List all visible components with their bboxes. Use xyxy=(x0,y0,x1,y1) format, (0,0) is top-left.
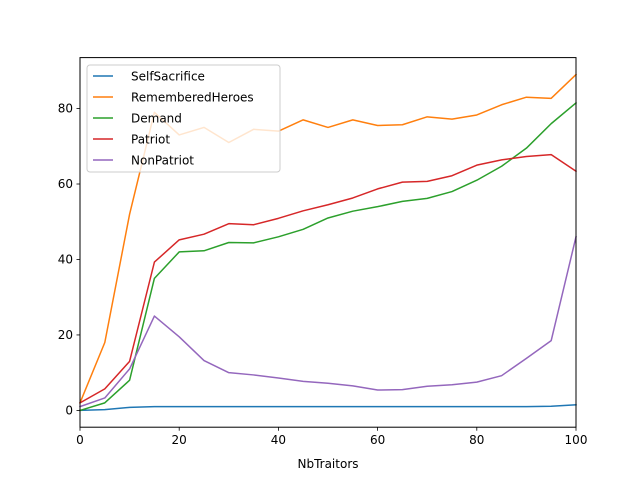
legend-label-selfsacrifice: SelfSacrifice xyxy=(131,70,205,84)
y-tick-label: 80 xyxy=(58,102,73,116)
x-tick-label: 100 xyxy=(565,433,588,447)
legend-label-demand: Demand xyxy=(131,112,182,126)
y-tick-label: 60 xyxy=(58,177,73,191)
y-tick-label: 40 xyxy=(58,252,73,266)
series-line-nonpatriot xyxy=(79,235,577,408)
x-tick-label: 60 xyxy=(370,433,385,447)
legend: SelfSacrifice RememberedHeroes Demand Patri… xyxy=(86,64,281,173)
x-tick-label: 40 xyxy=(271,433,286,447)
plot-area-frame xyxy=(79,57,577,428)
y-tick-label: 20 xyxy=(58,328,73,342)
y-axis-ticks: 0 20 40 60 80 xyxy=(58,102,80,417)
y-tick-label: 0 xyxy=(65,403,73,417)
series-line-demand xyxy=(79,101,578,412)
legend-label-nonpatriot: NonPatriot xyxy=(131,154,194,168)
legend-box xyxy=(86,64,281,173)
legend-label-rememberedheroes: RememberedHeroes xyxy=(131,91,254,105)
series-line-selfsacrifice xyxy=(79,403,577,412)
x-tick-label: 80 xyxy=(469,433,484,447)
x-axis-ticks: 0 20 40 60 80 100 xyxy=(76,427,587,447)
legend-label-patriot: Patriot xyxy=(131,133,170,147)
x-axis-title: NbTraitors xyxy=(297,457,358,471)
series-line-patriot xyxy=(78,153,578,404)
x-tick-label: 20 xyxy=(172,433,187,447)
x-tick-label: 0 xyxy=(76,433,84,447)
